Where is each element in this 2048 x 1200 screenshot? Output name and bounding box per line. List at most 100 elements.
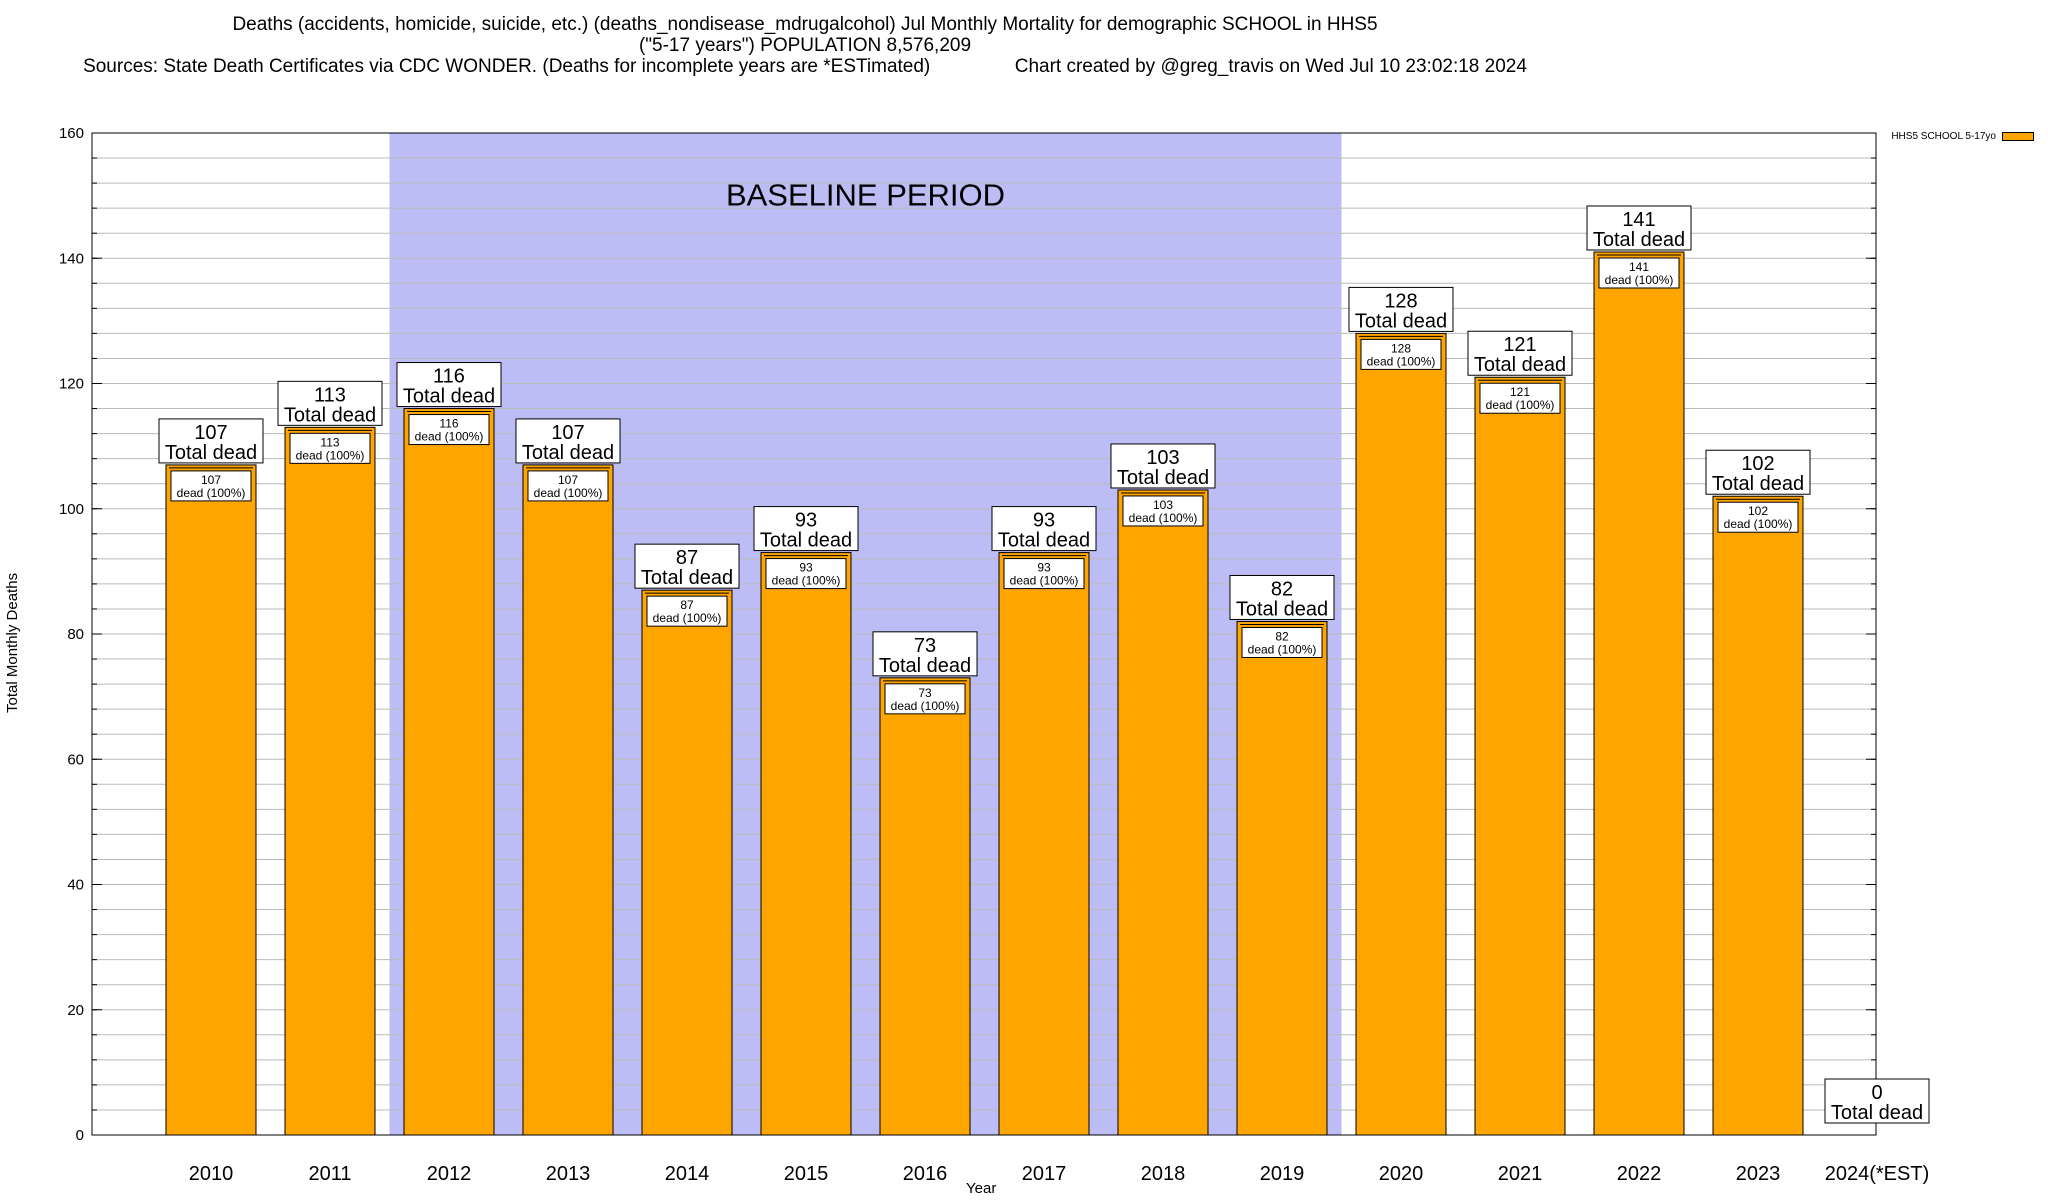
- top-value-label: 107: [551, 422, 584, 444]
- inner-value-label: 121: [1510, 385, 1530, 399]
- inner-percent-label: dead (100%): [1129, 511, 1198, 525]
- inner-value-label: 93: [799, 561, 813, 575]
- bar: [522, 464, 614, 1136]
- inner-percent-label: dead (100%): [1010, 574, 1079, 588]
- inner-value-label: 102: [1748, 504, 1768, 518]
- y-tick-label: 60: [67, 751, 84, 768]
- inner-label-box: [170, 470, 252, 502]
- top-value-label: 0: [1871, 1082, 1882, 1104]
- x-tick-label: 2019: [1260, 1163, 1305, 1185]
- bar: [165, 464, 257, 1136]
- x-tick-label: 2018: [1141, 1163, 1186, 1185]
- inner-value-label: 141: [1629, 260, 1649, 274]
- top-label-box: [1229, 574, 1335, 620]
- top-label-box: [515, 418, 621, 464]
- bar: [284, 426, 376, 1136]
- x-tick-label: 2021: [1498, 1163, 1543, 1185]
- inner-label-box: [646, 595, 728, 627]
- inner-percent-label: dead (100%): [772, 574, 841, 588]
- inner-value-label: 107: [201, 473, 221, 487]
- bar: [1355, 332, 1447, 1136]
- legend: HHS5 SCHOOL 5-17yo: [1891, 131, 2034, 142]
- x-tick-label: 2022: [1617, 1163, 1662, 1185]
- top-total-label: Total dead: [1831, 1102, 1923, 1124]
- y-tick-label: 0: [76, 1127, 84, 1144]
- y-axis-label: Total Monthly Deaths: [4, 572, 21, 713]
- inner-label-box: [1598, 257, 1680, 289]
- bar: [1474, 376, 1566, 1136]
- inner-percent-label: dead (100%): [891, 699, 960, 713]
- inner-label-box: [289, 432, 371, 464]
- bar: [641, 589, 733, 1136]
- top-value-label: 113: [314, 384, 346, 406]
- top-total-label: Total dead: [1355, 310, 1447, 332]
- bar: [1593, 251, 1685, 1136]
- x-tick-label: 2011: [308, 1163, 351, 1185]
- inner-label-box: [1122, 495, 1204, 527]
- inner-percent-label: dead (100%): [1248, 642, 1317, 656]
- top-label-box: [1824, 1078, 1930, 1124]
- inner-value-label: 107: [558, 473, 578, 487]
- top-label-box: [158, 418, 264, 464]
- bar: [1236, 620, 1328, 1136]
- inner-value-label: 82: [1275, 629, 1289, 643]
- x-axis-label: Year: [966, 1180, 997, 1197]
- legend-swatch: [2002, 132, 2034, 141]
- top-value-label: 102: [1741, 453, 1774, 475]
- top-value-label: 73: [914, 635, 936, 657]
- top-label-box: [1348, 286, 1454, 332]
- inner-label-box: [527, 470, 609, 502]
- top-value-label: 116: [433, 366, 465, 388]
- top-total-label: Total dead: [165, 442, 257, 464]
- inner-label-box: [1717, 501, 1799, 533]
- x-tick-label: 2023: [1736, 1163, 1781, 1185]
- legend-label: HHS5 SCHOOL 5-17yo: [1891, 131, 1996, 142]
- top-label-box: [1110, 443, 1216, 489]
- top-total-label: Total dead: [1712, 473, 1804, 495]
- top-label-box: [753, 506, 859, 552]
- y-tick-label: 100: [59, 501, 84, 518]
- x-tick-label: 2020: [1379, 1163, 1424, 1185]
- top-value-label: 141: [1622, 209, 1655, 231]
- top-value-label: 103: [1146, 447, 1179, 469]
- y-tick-label: 80: [67, 626, 84, 643]
- top-total-label: Total dead: [403, 386, 495, 408]
- top-value-label: 82: [1271, 578, 1293, 600]
- y-tick-label: 40: [67, 877, 84, 894]
- bar: [760, 552, 852, 1136]
- inner-label-box: [1003, 558, 1085, 590]
- top-label-box: [872, 631, 978, 677]
- x-tick-label: 2016: [903, 1163, 948, 1185]
- bar: [1712, 495, 1804, 1136]
- inner-value-label: 113: [320, 435, 339, 449]
- top-total-label: Total dead: [1236, 598, 1328, 620]
- inner-label-box: [1241, 626, 1323, 658]
- top-value-label: 107: [194, 422, 227, 444]
- inner-label-box: [765, 558, 847, 590]
- top-total-label: Total dead: [879, 655, 971, 677]
- top-value-label: 121: [1503, 334, 1536, 356]
- bar: [879, 677, 971, 1136]
- x-tick-label: 2017: [1022, 1163, 1067, 1185]
- title-line-1: Deaths (accidents, homicide, suicide, et…: [232, 14, 1378, 35]
- top-value-label: 93: [795, 510, 817, 532]
- top-label-box: [396, 362, 502, 408]
- top-label-box: [1467, 330, 1573, 376]
- title-line-2: ("5-17 years") POPULATION 8,576,209: [638, 35, 972, 56]
- top-label-box: [277, 380, 383, 426]
- inner-value-label: 73: [918, 686, 932, 700]
- top-total-label: Total dead: [1117, 467, 1209, 489]
- x-tick-label: 2014: [665, 1163, 710, 1185]
- bar: [1117, 489, 1209, 1136]
- top-total-label: Total dead: [522, 442, 614, 464]
- inner-percent-label: dead (100%): [177, 486, 246, 500]
- top-total-label: Total dead: [998, 530, 1090, 552]
- y-tick-label: 20: [67, 1002, 84, 1019]
- inner-percent-label: dead (100%): [415, 430, 484, 444]
- inner-value-label: 103: [1153, 498, 1173, 512]
- top-label-box: [1586, 205, 1692, 251]
- plot-border: [91, 132, 1877, 1136]
- inner-label-box: [1360, 338, 1442, 370]
- top-total-label: Total dead: [641, 567, 733, 589]
- inner-value-label: 116: [439, 417, 458, 431]
